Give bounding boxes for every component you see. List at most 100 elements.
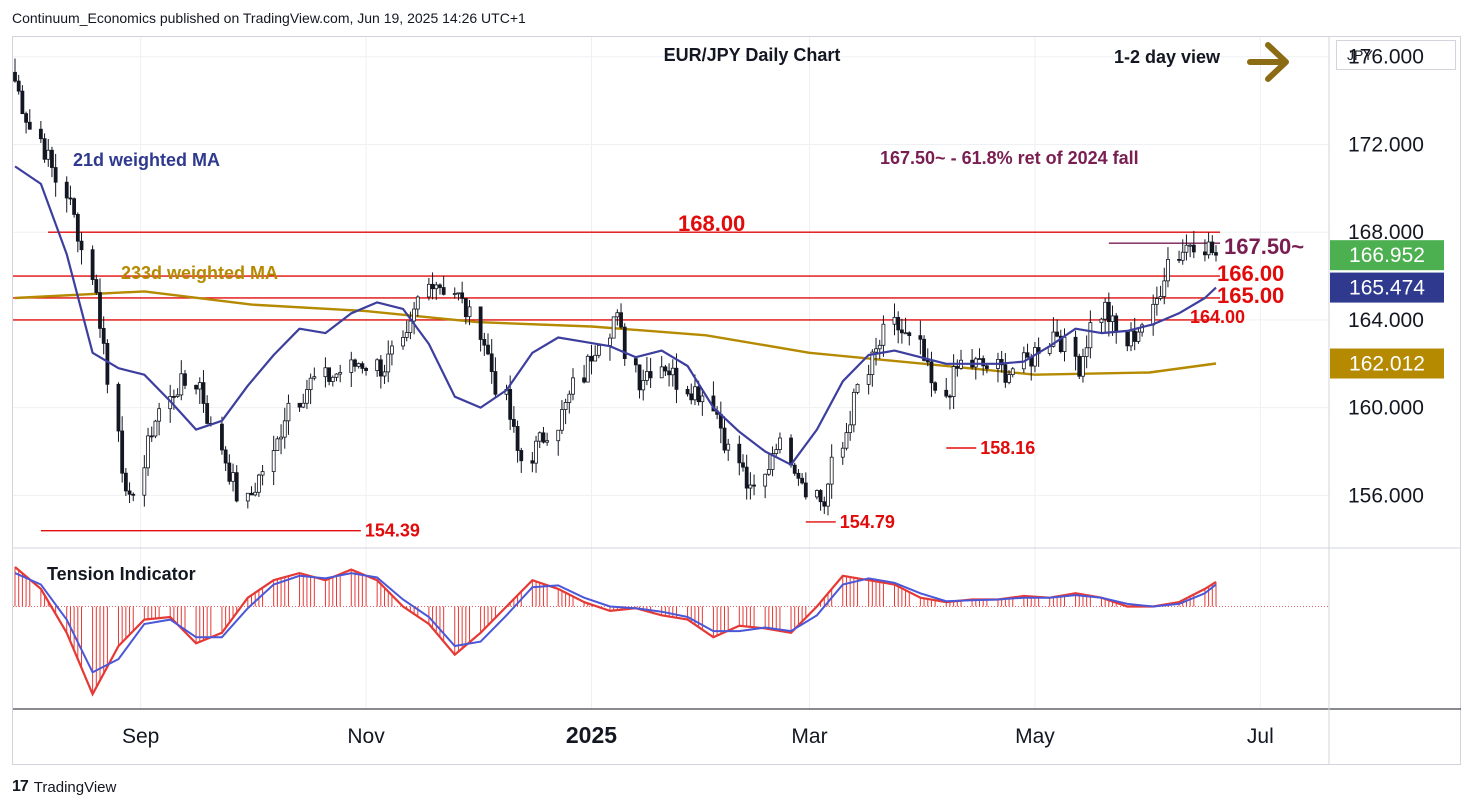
candle-body xyxy=(737,443,742,464)
candle-body xyxy=(774,449,779,454)
candle-body xyxy=(486,344,490,355)
price-axis[interactable]: 176.000 172.000 168.000 164.000 160.000 156.0… xyxy=(1348,46,1424,508)
candle-body xyxy=(1162,280,1167,297)
candle-body xyxy=(826,483,830,507)
candle-body xyxy=(840,447,845,458)
candle-body xyxy=(567,393,572,403)
candle-body xyxy=(792,464,797,474)
candle-body xyxy=(593,354,598,362)
candle-body xyxy=(13,71,17,82)
candle-body xyxy=(382,371,387,377)
candle-body xyxy=(364,368,368,371)
candle-body xyxy=(674,367,679,390)
candle-body xyxy=(556,429,561,442)
candle-body xyxy=(131,493,136,496)
candle-body xyxy=(537,432,542,442)
candle-body xyxy=(149,435,154,438)
candle-body xyxy=(231,472,235,482)
candle-body xyxy=(918,335,923,340)
candle-body xyxy=(197,382,202,390)
candle-body xyxy=(1077,355,1082,377)
candle-body xyxy=(227,462,232,482)
candle-body xyxy=(279,436,283,440)
candle-body xyxy=(282,420,287,438)
candle-body xyxy=(275,438,280,451)
symbol-box[interactable]: JPY xyxy=(1336,40,1456,70)
candle-body xyxy=(1184,244,1189,253)
candle-body xyxy=(1177,259,1181,261)
swing-lows: 154.39 154.79 158.16 xyxy=(40,438,1035,541)
candle-body xyxy=(1110,315,1115,323)
candle-body xyxy=(722,427,727,451)
low-label: 154.39 xyxy=(365,521,420,541)
candle-body xyxy=(633,358,638,366)
time-axis[interactable]: Sep Nov 2025 Mar May Jul xyxy=(122,722,1274,748)
price-tag-bg xyxy=(1330,240,1444,271)
candle-body xyxy=(1154,298,1159,305)
chart-frame xyxy=(12,36,1461,765)
candle-body xyxy=(670,367,675,376)
ma233-label: 233d weighted MA xyxy=(121,263,278,283)
candle-body xyxy=(659,366,664,379)
candle-body xyxy=(430,283,435,290)
indicator-title: Tension Indicator xyxy=(47,564,196,584)
candle-body xyxy=(301,402,306,408)
candle-body xyxy=(234,472,239,502)
candle-body xyxy=(90,249,95,280)
candle-body xyxy=(338,372,343,375)
candle-body xyxy=(493,371,498,395)
candle-body xyxy=(1084,347,1089,357)
candle-body xyxy=(1125,331,1130,347)
candle-body xyxy=(955,366,960,369)
candle-body xyxy=(46,149,51,160)
candle-body xyxy=(907,332,912,337)
candle-body xyxy=(1103,301,1108,320)
price-tags: 166.952 165.474 162.012 xyxy=(1330,240,1444,379)
candle-body xyxy=(1129,330,1133,347)
candle-body xyxy=(818,490,823,503)
candle-body xyxy=(452,293,457,295)
candle-body xyxy=(803,482,808,498)
candle-body xyxy=(172,396,176,398)
candle-body xyxy=(27,121,32,130)
pane-separators xyxy=(13,37,1461,764)
candle-body xyxy=(999,358,1004,366)
indicator-line xyxy=(14,566,1217,697)
fib-label: 167.50~ - 61.8% ret of 2024 fall xyxy=(880,148,1139,168)
candle-body xyxy=(401,337,405,347)
candle-body xyxy=(375,359,380,371)
view-label: 1-2 day view xyxy=(1114,47,1221,67)
candle-body xyxy=(153,420,158,437)
candle-body xyxy=(530,460,535,464)
time-tick-label: 2025 xyxy=(566,722,617,748)
candle-body xyxy=(157,408,162,422)
candle-body xyxy=(467,306,472,318)
low-label: 154.79 xyxy=(840,512,895,532)
level-label: 165.00 xyxy=(1217,283,1284,308)
candle-body xyxy=(245,492,250,502)
candle-body xyxy=(948,395,952,398)
time-tick-label: Jul xyxy=(1247,725,1274,748)
candle-body xyxy=(726,443,731,451)
tradingview-logo[interactable]: 17 TradingView xyxy=(12,778,116,796)
price-tag-label: 165.474 xyxy=(1349,277,1425,300)
candle-body xyxy=(1010,368,1015,375)
level-label: 168.00 xyxy=(678,211,745,236)
candle-body xyxy=(648,371,653,379)
candle-body xyxy=(256,474,261,493)
candle-body xyxy=(766,469,771,475)
ma233-series xyxy=(14,290,1217,376)
candle-body xyxy=(1099,318,1104,324)
candle-body xyxy=(984,365,989,369)
candle-body xyxy=(511,418,516,427)
candle-body xyxy=(596,345,601,356)
candle-body xyxy=(637,364,642,391)
candle-body xyxy=(415,296,420,310)
price-tick-label: 172.000 xyxy=(1348,133,1424,156)
candle-body xyxy=(1073,336,1078,357)
candle-body xyxy=(201,382,206,404)
candle-body xyxy=(98,292,102,329)
candle-body xyxy=(814,490,819,498)
candle-body xyxy=(24,113,28,123)
